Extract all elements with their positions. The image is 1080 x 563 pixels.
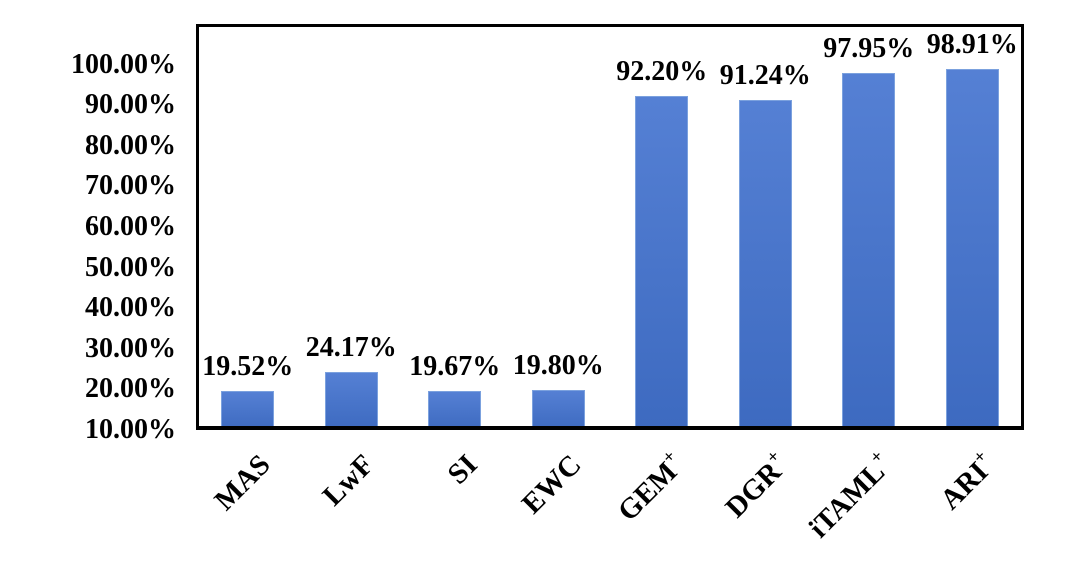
x-axis-label-dgrplus: DGR+ xyxy=(719,445,788,525)
bar-value-label: 19.80% xyxy=(512,350,604,382)
bar-value-label: 19.52% xyxy=(202,351,294,383)
x-axis-label-mas: MAS xyxy=(208,448,277,517)
y-axis-tick-label: 10.00% xyxy=(85,414,176,445)
bar-value-label: 24.17% xyxy=(305,332,397,364)
y-axis-tick-label: 90.00% xyxy=(85,89,176,121)
bar-dgrplus xyxy=(738,100,792,430)
superscript-plus: + xyxy=(658,445,680,467)
bar-ewc xyxy=(531,390,585,430)
bar-si xyxy=(428,390,482,430)
bar-value-label: 92.20% xyxy=(616,56,708,88)
bar-itamlplus xyxy=(842,72,896,430)
plot-area: 19.52% 24.17% 19.67% 19.80% 92.20% 91.24% 97.9… xyxy=(196,24,1024,430)
x-axis-label-lwf: LwF xyxy=(316,448,381,513)
bar-gemplus xyxy=(635,96,689,430)
y-axis-tick-label: 50.00% xyxy=(85,251,176,283)
y-axis-tick-label: 30.00% xyxy=(85,332,176,364)
x-axis-label-ewc: EWC xyxy=(515,448,588,521)
bar-value-label: 91.24% xyxy=(719,60,811,92)
bar-ariplus xyxy=(945,69,999,430)
x-axis-category-labels: MAS LwF SI EWC GEM+ DGR+ iTAML+ ARI+ xyxy=(196,434,1024,559)
y-axis-tick-label: 100.00% xyxy=(71,48,176,80)
y-axis-tick-labels: 100.00% 90.00% 80.00% 70.00% 60.00% 50.00% 40.… xyxy=(0,24,176,445)
superscript-plus: + xyxy=(865,445,887,467)
bar-value-label: 98.91% xyxy=(926,29,1018,61)
x-axis-label-itamlplus: iTAML+ xyxy=(802,445,891,545)
y-axis-tick-label: 60.00% xyxy=(85,211,176,242)
superscript-plus: + xyxy=(968,445,990,467)
y-axis-tick-label: 40.00% xyxy=(85,292,176,324)
bar-value-label: 19.67% xyxy=(409,350,501,382)
superscript-plus: + xyxy=(761,445,783,467)
x-axis-label-ariplus: ARI+ xyxy=(933,445,995,517)
y-axis-tick-label: 80.00% xyxy=(85,129,176,161)
bar-value-label: 97.95% xyxy=(823,32,915,64)
x-axis-label-gemplus: GEM+ xyxy=(612,445,684,528)
x-axis-label-si: SI xyxy=(441,448,484,491)
y-axis-tick-label: 20.00% xyxy=(85,373,176,405)
bar-lwf xyxy=(324,372,378,430)
y-axis-tick-label: 70.00% xyxy=(85,170,176,202)
bar-mas xyxy=(221,391,275,430)
